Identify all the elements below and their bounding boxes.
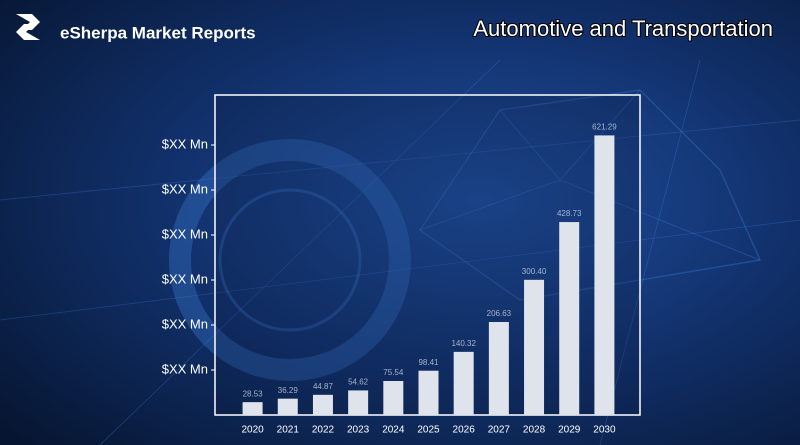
value-label: 428.73	[557, 209, 582, 218]
x-tick-label: 2022	[312, 425, 335, 436]
bar	[453, 351, 474, 415]
bar	[242, 402, 263, 415]
bar	[594, 135, 615, 415]
bar	[348, 390, 369, 415]
value-label: 140.32	[451, 339, 476, 348]
bar	[277, 398, 298, 415]
x-tick-label: 2027	[488, 425, 511, 436]
value-label: 28.53	[243, 389, 264, 398]
bar	[383, 381, 404, 415]
bar	[312, 394, 333, 415]
chart-title: Automotive and Transportation	[473, 16, 773, 41]
bar	[524, 279, 545, 415]
y-tick-label: $XX Mn	[162, 271, 208, 286]
value-label: 300.40	[522, 267, 547, 276]
bar	[418, 370, 439, 415]
value-label: 44.87	[313, 382, 334, 391]
value-label: 621.29	[592, 123, 617, 132]
y-tick-label: $XX Mn	[162, 136, 208, 151]
value-label: 206.63	[487, 309, 512, 318]
y-tick-label: $XX Mn	[162, 226, 208, 241]
x-tick-label: 2021	[277, 425, 300, 436]
y-tick-label: $XX Mn	[162, 316, 208, 331]
y-tick-label: $XX Mn	[162, 181, 208, 196]
x-tick-label: 2030	[593, 425, 616, 436]
x-tick-label: 2020	[241, 425, 264, 436]
x-tick-label: 2026	[453, 425, 476, 436]
x-tick-label: 2028	[523, 425, 546, 436]
bar	[488, 322, 509, 415]
y-tick-label: $XX Mn	[162, 361, 208, 376]
x-tick-label: 2023	[347, 425, 370, 436]
brand: eSherpa Market Reports	[60, 23, 256, 42]
decoration	[0, 59, 800, 445]
logo	[16, 14, 40, 40]
value-label: 98.41	[418, 358, 439, 367]
x-tick-label: 2024	[382, 425, 405, 436]
bar	[559, 222, 580, 415]
value-label: 54.62	[348, 378, 369, 387]
value-label: 36.29	[278, 386, 299, 395]
value-label: 75.54	[383, 368, 404, 377]
x-tick-label: 2029	[558, 425, 581, 436]
x-tick-label: 2025	[417, 425, 440, 436]
